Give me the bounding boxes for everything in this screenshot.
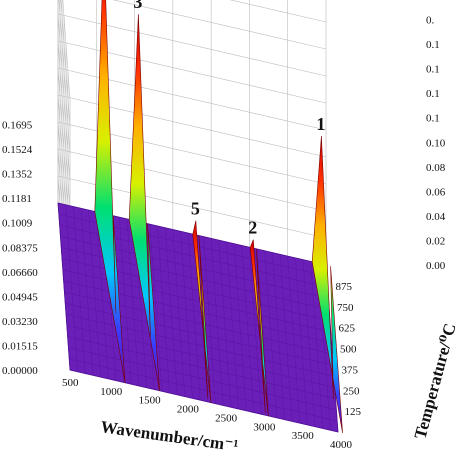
ridges: [94, 0, 343, 434]
floor-mesh-line: [157, 226, 170, 394]
floor-mesh-line: [119, 217, 132, 385]
z-tick-label-left: 0.1524: [2, 144, 33, 156]
x-tick-label: 1500: [139, 395, 162, 407]
floor-mesh-line: [68, 347, 337, 410]
floor-mesh-line: [63, 280, 332, 344]
y-tick-label: 500: [340, 344, 357, 356]
grid-line: [57, 40, 327, 104]
z-tick-label-right: 0.02: [426, 235, 445, 247]
z-tick-label-left: 0.1352: [2, 169, 32, 181]
floor-mesh-line: [80, 208, 94, 376]
floor-mesh-line: [226, 241, 239, 409]
x-tick-label: 1000: [100, 386, 123, 398]
ridge-3: [128, 14, 160, 391]
z-tick-label-left: 0.1695: [2, 120, 33, 132]
floor-mesh-line: [187, 233, 201, 401]
peak-label-5: 5: [191, 199, 200, 219]
x-tick-label: 2000: [177, 404, 200, 416]
floor-mesh-line: [64, 291, 333, 355]
x-tick-label: 500: [62, 377, 79, 389]
grid-line: [112, 0, 327, 50]
floor-mesh-line: [180, 231, 193, 399]
floor-mesh-line: [241, 245, 254, 413]
floor-mesh-line: [57, 202, 71, 371]
z-tick-label-left: 0.01515: [2, 340, 38, 352]
peak-label-2: 2: [248, 218, 257, 238]
x-tick-label: 3500: [292, 430, 315, 442]
z-tick-label-left: 0.1181: [2, 193, 32, 205]
floor-mesh-line: [218, 240, 231, 408]
floor-mesh-line: [69, 358, 338, 422]
floor-mesh-line: [165, 227, 178, 395]
ridge-5: [192, 220, 212, 403]
x-tick-label: 4000: [330, 439, 353, 451]
floor-mesh-line: [302, 259, 316, 427]
y-tick-label: 250: [343, 385, 360, 397]
floor-mesh-line: [88, 210, 101, 378]
y-tick-label: 750: [337, 302, 354, 314]
z-tick-label-right: 0.08: [426, 162, 446, 174]
floor-mesh-line: [272, 252, 285, 420]
floor-mesh-line: [73, 206, 86, 374]
y-axis-label: Temperature/⁰C: [411, 321, 460, 441]
floor-mesh-line: [149, 224, 163, 392]
z-tick-label-left: 0.08375: [2, 242, 38, 254]
floor-mesh-line: [96, 211, 109, 379]
ridge-surface: [249, 239, 269, 416]
floor-mesh-line: [66, 325, 335, 388]
y-tick-label: 375: [342, 364, 359, 376]
floor-mesh-line: [256, 249, 270, 417]
floor-mesh-line: [287, 256, 300, 424]
ridge-surface: [311, 135, 343, 434]
floor-mesh-line: [295, 257, 308, 425]
floor-mesh-line: [126, 218, 140, 386]
z-tick-label-right: 0.: [426, 15, 435, 27]
z-tick-label-right: 0.00: [426, 260, 446, 272]
floor-mesh-line: [233, 243, 247, 411]
tick-labels: 5001000150020002500300035004000125250375…: [2, 15, 446, 451]
floor-mesh-line: [210, 238, 224, 406]
y-tick-label: 125: [345, 406, 362, 418]
z-tick-label-right: 0.04: [426, 211, 446, 223]
x-tick-label: 3000: [253, 421, 276, 433]
z-tick-label-left: 0.00000: [2, 365, 38, 377]
ridge-4: [94, 0, 126, 383]
floor-mesh-line: [249, 247, 262, 415]
y-tick-label: 625: [339, 323, 356, 335]
floor-mesh-line: [172, 229, 186, 397]
floor-mesh-line: [264, 250, 277, 418]
z-tick-label-left: 0.03230: [2, 316, 38, 328]
peak-labels: 12345: [133, 0, 325, 238]
floor-mesh-line: [65, 314, 335, 377]
peak-label-1: 1: [316, 114, 325, 134]
z-tick-label-right: 0.1: [426, 64, 440, 76]
z-tick-label-right: 0.1: [426, 113, 440, 125]
grid-line: [57, 13, 327, 77]
x-tick-label: 2500: [215, 412, 238, 424]
z-tick-label-right: 0.06: [426, 186, 446, 198]
grid-line: [229, 0, 327, 23]
floor-mesh-line: [69, 369, 339, 433]
z-tick-label-left: 0.04945: [2, 291, 38, 303]
ridge-surface: [94, 0, 126, 383]
ridge-2: [249, 239, 269, 416]
z-tick-label-left: 0.06660: [2, 267, 38, 279]
floor-mesh-line: [65, 204, 78, 372]
ridge-surface: [192, 220, 212, 403]
y-tick-label: 875: [336, 281, 353, 293]
floor-mesh-line: [310, 261, 323, 429]
floor-mesh-line: [203, 236, 216, 404]
ridge-surface: [128, 14, 160, 391]
floor-mesh-line: [65, 302, 334, 366]
floor-mesh-line: [67, 336, 336, 399]
z-tick-label-left: 0.1009: [2, 218, 33, 230]
peak-label-3: 3: [133, 0, 142, 12]
z-tick-label-right: 0.1: [426, 39, 440, 51]
z-tick-label-right: 0.10: [426, 137, 446, 149]
z-tick-label-right: 0.1: [426, 88, 440, 100]
floor-mesh-line: [279, 254, 293, 422]
ridge-1: [311, 135, 343, 434]
